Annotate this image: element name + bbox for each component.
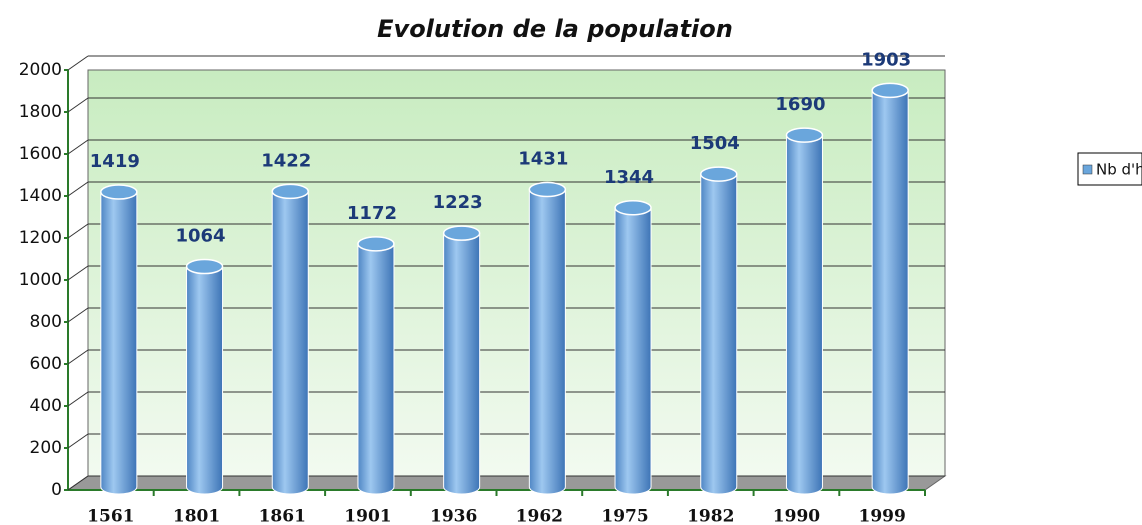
y-tick-label: 0 (51, 480, 62, 500)
y-tick-label: 1600 (19, 144, 62, 164)
x-tick-label: 1561 (87, 507, 134, 525)
legend-box (1077, 152, 1142, 186)
grid-depth (67, 181, 89, 197)
bar-top (271, 183, 309, 200)
grid-depth (67, 223, 89, 239)
legend-swatch (1082, 164, 1093, 175)
bar (614, 200, 652, 495)
grid-depth (67, 97, 89, 113)
legend-label: Nb d'habitants (1096, 161, 1142, 179)
bar-top (528, 181, 567, 198)
x-tick-label: 1999 (858, 507, 905, 525)
x-tick-label: 1975 (601, 507, 648, 525)
x-tick-label: 1901 (344, 507, 391, 525)
y-tick-label: 1800 (19, 102, 62, 122)
value-label: 1422 (261, 150, 311, 171)
bar-top (185, 258, 224, 275)
grid-depth (67, 55, 89, 71)
bar (271, 183, 309, 495)
x-tick-label: 1936 (430, 507, 477, 525)
x-tick-label: 1982 (687, 507, 734, 525)
grid-depth (67, 307, 89, 323)
value-label: 1064 (175, 226, 225, 247)
value-label: 1172 (347, 203, 397, 224)
x-tick-label: 1861 (259, 507, 306, 525)
value-label: 1223 (433, 192, 483, 213)
y-tick-label: 1200 (19, 228, 62, 248)
value-label: 1903 (861, 49, 911, 70)
grid-depth (67, 349, 89, 365)
x-tick-label: 1801 (173, 507, 220, 525)
y-tick-label: 800 (30, 312, 62, 332)
bar-top (100, 184, 138, 200)
x-tick-label: 1990 (773, 507, 820, 525)
bar (186, 259, 224, 495)
bar (357, 236, 395, 495)
bar-top (785, 127, 824, 143)
chart-title: Evolution de la population (377, 15, 733, 43)
bar (100, 184, 138, 495)
value-label: 1344 (604, 167, 654, 188)
bar-top (700, 166, 738, 182)
grid-depth (67, 265, 89, 281)
y-tick-label: 600 (30, 354, 62, 374)
bar-top (357, 236, 395, 252)
value-label: 1690 (775, 94, 825, 115)
plot-area: 0 200 400 600 800 1000 1200 1400 1600 1800 2000 156… (19, 49, 947, 525)
bar-top (442, 225, 481, 241)
bar (871, 82, 909, 495)
bar (700, 166, 738, 495)
value-label: 1431 (518, 148, 568, 169)
y-tick-label: 2000 (19, 60, 62, 80)
value-label: 1419 (90, 151, 140, 172)
y-tick-label: 1000 (19, 270, 62, 290)
bar (785, 127, 823, 495)
bar (528, 181, 566, 495)
value-label: 1504 (690, 133, 740, 154)
grid-depth (67, 391, 89, 407)
y-tick-label: 1400 (19, 186, 62, 206)
bar-top (614, 200, 652, 216)
grid-depth (67, 433, 89, 449)
grid-depth (67, 139, 89, 155)
grid-depth (67, 475, 89, 491)
bar (443, 225, 481, 495)
y-tick-label: 400 (30, 396, 62, 416)
x-tick-label: 1962 (516, 507, 563, 525)
bar-top (871, 82, 909, 99)
y-tick-label: 200 (30, 438, 62, 458)
